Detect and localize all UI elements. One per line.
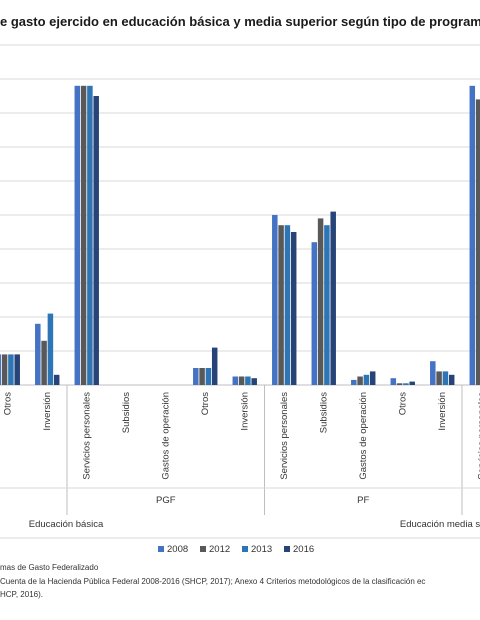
legend-swatch [242,546,248,552]
bar-2012 [278,225,284,385]
bar-2016 [53,374,60,385]
bar-2012 [436,371,442,385]
bar-2016 [93,96,99,385]
bar-2013 [363,374,370,385]
bar-2008 [351,379,357,385]
bar-2016 [251,378,257,385]
bar-2013 [8,354,14,385]
category-label: Servicios personales [81,392,92,480]
bar-2008 [74,85,81,386]
category-label: Subsidios [318,392,329,433]
bar-2013 [245,376,251,385]
bar-2013 [442,371,449,385]
bar-2012 [238,376,245,385]
bar-2008 [0,354,2,385]
bar-2013 [324,225,330,385]
bar-2012 [357,376,363,385]
bar-2013 [47,313,54,385]
bar-2008 [390,378,397,385]
category-label: Otros [397,392,408,415]
legend-label: 2012 [209,544,230,555]
bar-2008 [193,368,199,385]
bar-2016 [409,381,415,385]
chart-title: e gasto ejercido en educación básica y m… [0,14,480,29]
category-label: Otros [200,392,211,415]
supergroup-label: Educación media s [400,519,480,530]
group-label: PF [357,495,369,506]
bar-2008 [272,215,278,385]
category-label: Gastos de operación [160,392,171,480]
category-label: Inversión [437,392,448,431]
category-label: Otros [2,392,13,415]
legend-swatch [200,546,206,552]
bar-2016 [14,354,20,385]
source-note-1: mas de Gasto Federalizado [0,563,99,572]
bar-2013 [87,85,93,386]
bar-2012 [1,354,8,385]
category-label: Inversión [239,392,250,431]
legend-label: 2013 [251,544,272,555]
source-note-2: Cuenta de la Hacienda Pública Federal 20… [0,577,426,586]
bar-2008 [232,376,239,385]
bar-2012 [199,368,205,385]
bar-2013 [403,383,409,385]
bar-2008 [430,361,436,385]
supergroup-label: Educación básica [29,519,104,530]
bar-2012 [80,85,87,386]
bar-2012 [396,383,403,385]
bar-2012 [317,218,324,385]
legend-swatch [158,546,164,552]
bar-2013 [284,225,291,385]
bar-2016 [448,374,455,385]
bar-2016 [211,347,218,385]
source-note-3: HCP, 2016). [0,590,43,599]
category-label: Inversión [42,392,53,431]
legend-label: 2016 [293,544,314,555]
bar-2016 [330,211,336,385]
group-label: PGF [156,495,176,506]
bar-2012 [475,99,480,386]
legend-label: 2008 [167,544,188,555]
bar-2012 [41,340,47,385]
bar-2013 [205,368,212,385]
bar-2008 [311,242,318,385]
category-label: Gastos de operación [358,392,369,480]
bar-2008 [469,85,476,386]
bar-2016 [369,371,376,385]
category-label: Subsidios [121,392,132,433]
category-label: Servicios personales [476,392,480,480]
category-label: Servicios personales [279,392,290,480]
bar-2016 [290,232,297,385]
legend-swatch [284,546,290,552]
bar-2008 [35,323,41,385]
